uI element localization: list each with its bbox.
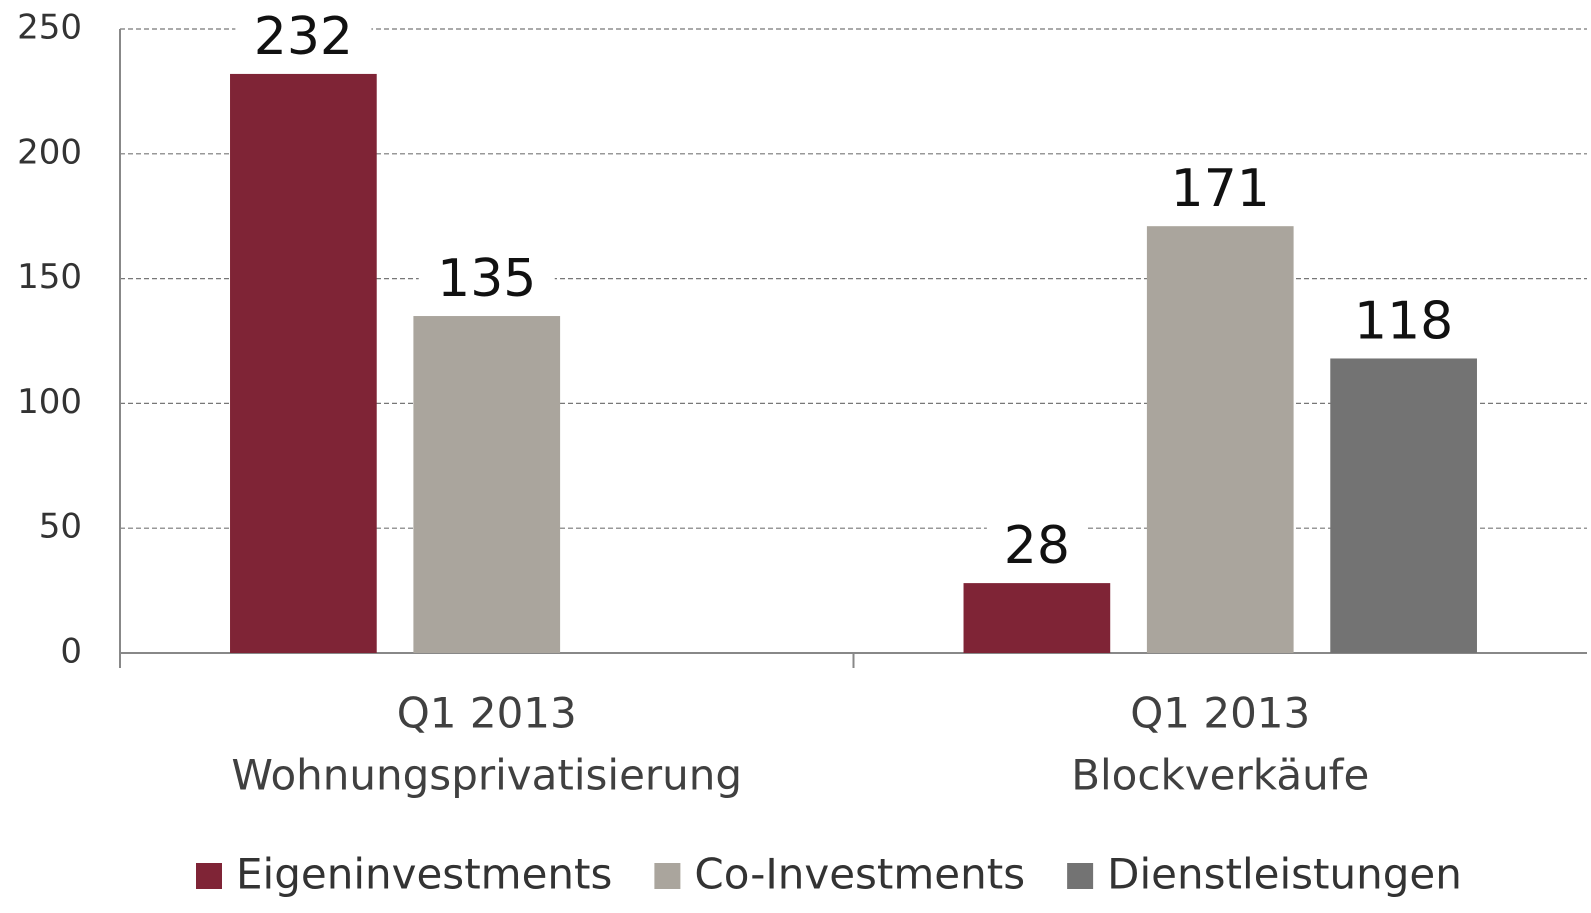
y-tick-label: 150 xyxy=(17,257,82,297)
data-label: 118 xyxy=(1354,291,1453,351)
data-label: 28 xyxy=(1004,516,1070,576)
data-label: 135 xyxy=(437,249,536,309)
data-label-bg xyxy=(1335,298,1472,351)
x-tick-label: Wohnungsprivatisierung xyxy=(231,751,742,800)
data-label-bg xyxy=(1152,166,1289,219)
legend-swatch xyxy=(1067,863,1094,889)
data-label-bg xyxy=(418,256,555,309)
y-tick-label: 250 xyxy=(17,8,82,48)
y-tick-label: 50 xyxy=(39,507,82,547)
bar xyxy=(963,583,1111,653)
legend-label: Dienstleistungen xyxy=(1107,850,1462,899)
legend-swatch xyxy=(654,863,681,889)
bar xyxy=(1146,226,1294,653)
bar xyxy=(413,316,561,653)
x-tick-label: Blockverkäufe xyxy=(1071,751,1369,800)
bar xyxy=(230,73,377,654)
x-tick-label: Q1 2013 xyxy=(397,689,577,738)
bar xyxy=(1330,358,1477,653)
y-tick-label: 100 xyxy=(17,382,82,422)
data-label-bg xyxy=(235,13,372,66)
legend-label: Co-Investments xyxy=(694,850,1025,899)
data-label: 171 xyxy=(1171,159,1270,219)
y-tick-label: 200 xyxy=(17,132,82,172)
data-label-bg xyxy=(986,523,1087,576)
x-tick-label: Q1 2013 xyxy=(1130,689,1310,738)
legend-swatch xyxy=(196,863,222,889)
data-label: 232 xyxy=(254,7,353,67)
y-tick-label: 0 xyxy=(60,632,82,672)
legend-label: Eigeninvestments xyxy=(236,850,612,899)
